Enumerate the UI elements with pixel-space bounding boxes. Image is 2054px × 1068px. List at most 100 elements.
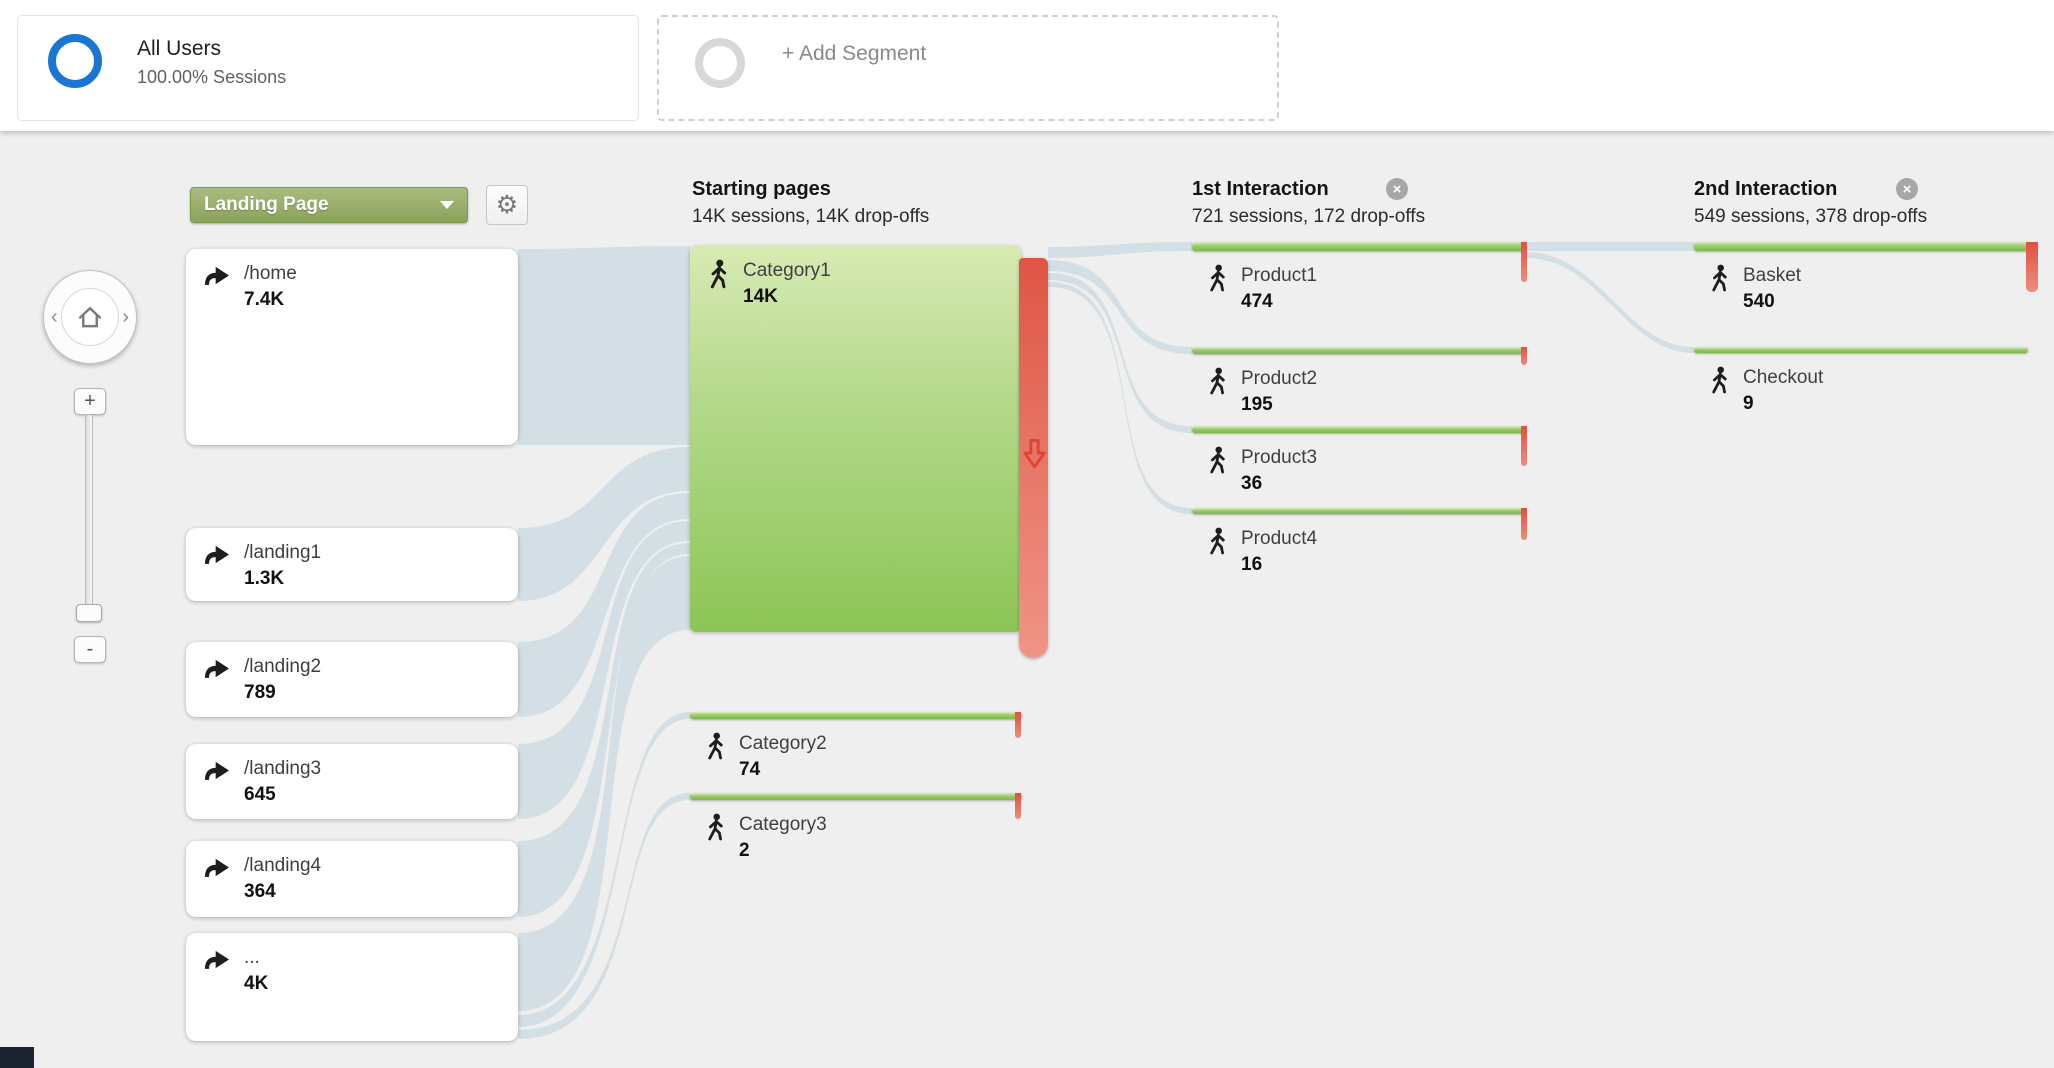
flow-ribbon — [1048, 282, 1192, 514]
entrance-arrow-icon — [205, 545, 229, 564]
close-icon: × — [1392, 180, 1402, 198]
starting-page-node[interactable]: Category2 74 — [690, 712, 1022, 781]
interaction1-node[interactable]: Product2 195 — [1192, 347, 1527, 416]
node-name: Category1 — [743, 260, 831, 281]
gear-icon: ⚙ — [495, 191, 519, 219]
dropoff-arrow-icon — [1023, 438, 1046, 475]
segment-ring-icon — [48, 34, 102, 88]
column-subtitle-1st-interaction: 721 sessions, 172 drop-offs — [1192, 206, 1426, 227]
column-title-starting-pages: Starting pages — [692, 178, 831, 200]
interaction1-node[interactable]: Product4 16 — [1192, 508, 1527, 576]
home-button[interactable] — [61, 288, 119, 346]
node-bar — [1192, 426, 1526, 433]
node-value: 1.3K — [244, 567, 285, 589]
zoom-slider[interactable] — [85, 414, 93, 610]
node-value: 14K — [743, 285, 778, 307]
add-segment-label: + Add Segment — [782, 42, 927, 65]
node-value: 9 — [1743, 392, 1754, 414]
node-name: /landing1 — [244, 542, 322, 563]
zoom-in-button[interactable]: + — [74, 388, 106, 415]
dimension-dropdown[interactable]: Landing Page — [190, 187, 468, 223]
flow-ribbon — [518, 246, 690, 445]
entrance-arrow-icon — [205, 266, 229, 285]
landing-page-node[interactable]: /home 7.4K — [186, 249, 518, 445]
landing-page-node[interactable]: /landing4 364 — [186, 841, 518, 917]
flow-settings-button[interactable]: ⚙ — [486, 185, 528, 225]
flow-ribbon — [518, 447, 690, 601]
node-label: Product4 16 — [1192, 527, 1526, 576]
starting-page-node[interactable]: Category1 14K — [690, 246, 1021, 632]
flow-ribbon — [1048, 273, 1192, 433]
flow-ribbon — [1526, 252, 1694, 353]
node-value: 474 — [1241, 290, 1273, 312]
pan-right-chevron[interactable]: › — [122, 306, 129, 328]
flow-ribbon — [518, 556, 690, 1011]
person-walking-icon — [708, 813, 723, 841]
starting-page-node[interactable]: Category3 2 — [690, 793, 1022, 862]
flow-ribbon — [1048, 242, 1192, 258]
flow-ribbon — [518, 521, 690, 819]
node-value: 540 — [1743, 290, 1775, 312]
person-walking-icon — [710, 259, 727, 289]
node-label: /landing2 789 — [186, 642, 518, 704]
node-label: Category3 2 — [690, 813, 1022, 862]
interaction2-node[interactable]: Checkout 9 — [1694, 347, 2028, 415]
landing-page-node[interactable]: ... 4K — [186, 933, 518, 1041]
flow-ribbon — [1526, 242, 1694, 251]
dropoff-tick — [1521, 508, 1527, 540]
node-value: 789 — [244, 681, 276, 703]
flow-ribbon — [518, 543, 690, 917]
node-bar — [1192, 508, 1526, 514]
node-value: 195 — [1241, 393, 1273, 415]
landing-page-node[interactable]: /landing2 789 — [186, 642, 518, 717]
dropoff-tick — [1015, 712, 1021, 738]
node-name: Category3 — [739, 814, 827, 835]
node-bar — [690, 793, 1022, 800]
node-label: Category2 74 — [690, 732, 1022, 781]
zoom-slider-thumb[interactable] — [76, 604, 102, 622]
node-label: ... 4K — [186, 933, 518, 995]
node-value: 16 — [1241, 553, 1263, 575]
node-bar — [690, 712, 1022, 719]
node-name: /landing4 — [244, 855, 322, 876]
add-segment-card[interactable]: + Add Segment — [657, 15, 1279, 121]
dropoff-tick — [1521, 426, 1527, 466]
node-label: Product3 36 — [1192, 446, 1526, 495]
landing-page-node[interactable]: /landing3 645 — [186, 744, 518, 819]
node-label: Checkout 9 — [1694, 366, 2028, 415]
dropoff-bar — [1019, 258, 1048, 658]
interaction1-node[interactable]: Product1 474 — [1192, 242, 1527, 313]
close-column-button[interactable]: × — [1386, 178, 1408, 200]
node-name: /home — [244, 263, 297, 284]
flow-ribbons-layer — [518, 242, 1694, 1039]
pan-left-chevron[interactable]: ‹ — [51, 306, 58, 328]
dimension-dropdown-label: Landing Page — [204, 194, 329, 215]
interaction1-node[interactable]: Product3 36 — [1192, 426, 1527, 495]
bottom-edge-strip — [0, 1047, 34, 1068]
node-value: 7.4K — [244, 288, 285, 310]
node-value: 36 — [1241, 472, 1263, 494]
flow-ribbon — [1048, 260, 1192, 354]
node-label: /landing3 645 — [186, 744, 518, 806]
node-label: Product1 474 — [1192, 264, 1526, 313]
node-name: Product4 — [1241, 528, 1318, 549]
zoom-out-button[interactable]: - — [74, 636, 106, 663]
home-icon — [78, 306, 102, 327]
segment-header-bar: All Users 100.00% Sessions + Add Segment — [0, 0, 2054, 131]
node-value: 74 — [739, 758, 761, 780]
segment-subtitle: 100.00% Sessions — [137, 67, 287, 87]
node-value: 2 — [739, 839, 750, 861]
node-label: /landing1 1.3K — [186, 528, 518, 590]
node-label: Category1 14K — [690, 246, 1021, 308]
node-value: 645 — [244, 783, 276, 805]
close-column-button[interactable]: × — [1896, 178, 1918, 200]
node-name: /landing2 — [244, 656, 322, 677]
landing-page-node[interactable]: /landing1 1.3K — [186, 528, 518, 601]
chevron-down-icon — [440, 201, 454, 209]
node-label: /landing4 364 — [186, 841, 518, 903]
segment-card-all-users[interactable]: All Users 100.00% Sessions — [17, 15, 639, 121]
pan-control[interactable]: ‹ › — [43, 270, 137, 364]
interaction2-node[interactable]: Basket 540 — [1694, 242, 2038, 313]
node-name: Product2 — [1241, 368, 1318, 389]
person-walking-icon — [1210, 264, 1225, 292]
